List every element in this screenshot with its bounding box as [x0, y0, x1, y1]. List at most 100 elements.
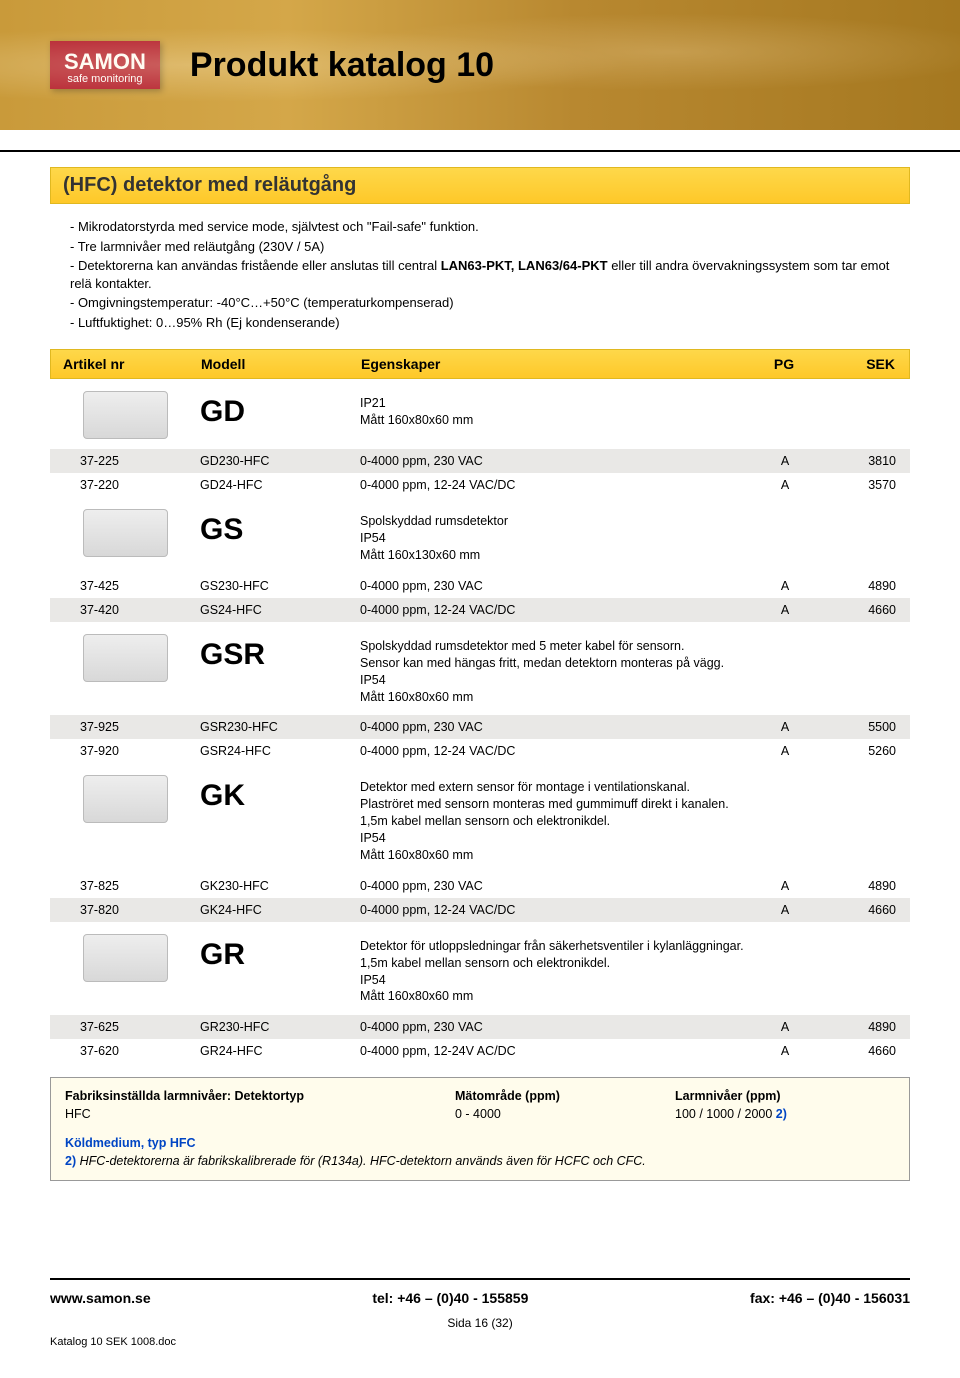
footer-page: Sida 16 (32): [50, 1316, 910, 1330]
cell-sek: 5500: [820, 720, 910, 734]
intro-line: - Omgivningstemperatur: -40°C…+50°C (tem…: [70, 294, 910, 312]
model-block: GDIP21Mått 160x80x60 mm: [50, 379, 910, 449]
cell-pg: A: [750, 478, 820, 492]
footer-fax: fax: +46 – (0)40 - 156031: [750, 1290, 910, 1306]
cell-modell: GSR230-HFC: [200, 720, 360, 734]
ft-value-type: HFC: [65, 1106, 455, 1124]
logo-main: SAMON: [64, 49, 146, 75]
cell-sek: 3810: [820, 454, 910, 468]
intro-line: - Tre larmnivåer med reläutgång (230V / …: [70, 238, 910, 256]
cell-sek: 4890: [820, 879, 910, 893]
cell-pg: A: [750, 579, 820, 593]
cell-modell: GSR24-HFC: [200, 744, 360, 758]
product-row: 37-420GS24-HFC0-4000 ppm, 12-24 VAC/DCA4…: [50, 598, 910, 622]
cell-artikel: 37-620: [50, 1044, 200, 1058]
cell-egenskaper: 0-4000 ppm, 230 VAC: [360, 579, 750, 593]
ft-header-type: Fabriksinställda larmnivåer: Detektortyp: [65, 1089, 304, 1103]
cell-artikel: 37-625: [50, 1020, 200, 1034]
logo: SAMON safe monitoring: [50, 41, 160, 89]
footer-file: Katalog 10 SEK 1008.doc: [50, 1336, 910, 1348]
ft-kold-heading: Köldmedium, typ HFC: [65, 1136, 196, 1150]
footer-divider: [50, 1278, 910, 1280]
device-image: [50, 391, 200, 439]
logo-sub: safe monitoring: [64, 73, 146, 85]
col-pg: PG: [749, 356, 819, 372]
cell-pg: A: [750, 454, 820, 468]
col-modell: Modell: [201, 356, 361, 372]
cell-pg: A: [750, 720, 820, 734]
model-description: Spolskyddad rumsdetektorIP54Mått 160x130…: [360, 509, 910, 564]
footnote-box: Fabriksinställda larmnivåer: Detektortyp…: [50, 1077, 910, 1181]
product-row: 37-920GSR24-HFC0-4000 ppm, 12-24 VAC/DCA…: [50, 739, 910, 763]
cell-pg: A: [750, 879, 820, 893]
intro-text: - Mikrodatorstyrda med service mode, sjä…: [70, 218, 910, 331]
cell-pg: A: [750, 1044, 820, 1058]
cell-pg: A: [750, 744, 820, 758]
cell-sek: 4660: [820, 903, 910, 917]
cell-pg: A: [750, 603, 820, 617]
model-code: GSR: [200, 634, 360, 672]
device-image: [50, 775, 200, 823]
cell-modell: GR230-HFC: [200, 1020, 360, 1034]
cell-egenskaper: 0-4000 ppm, 230 VAC: [360, 1020, 750, 1034]
cell-egenskaper: 0-4000 ppm, 12-24 VAC/DC: [360, 478, 750, 492]
cell-sek: 5260: [820, 744, 910, 758]
cell-artikel: 37-425: [50, 579, 200, 593]
cell-modell: GK230-HFC: [200, 879, 360, 893]
product-row: 37-620GR24-HFC0-4000 ppm, 12-24V AC/DCA4…: [50, 1039, 910, 1063]
page: SAMON safe monitoring Produkt katalog 10…: [0, 0, 960, 1378]
cell-egenskaper: 0-4000 ppm, 230 VAC: [360, 720, 750, 734]
device-image: [50, 634, 200, 682]
model-code: GR: [200, 934, 360, 972]
product-row: 37-820GK24-HFC0-4000 ppm, 12-24 VAC/DCA4…: [50, 898, 910, 922]
cell-artikel: 37-220: [50, 478, 200, 492]
table-header: Artikel nr Modell Egenskaper PG SEK: [50, 349, 910, 379]
cell-modell: GD24-HFC: [200, 478, 360, 492]
device-image: [50, 934, 200, 982]
banner-title: Produkt katalog 10: [190, 46, 494, 85]
cell-sek: 3570: [820, 478, 910, 492]
ft-header-larm: Larmnivåer (ppm): [675, 1089, 781, 1103]
cell-sek: 4660: [820, 603, 910, 617]
cell-egenskaper: 0-4000 ppm, 12-24 VAC/DC: [360, 744, 750, 758]
cell-artikel: 37-825: [50, 879, 200, 893]
cell-egenskaper: 0-4000 ppm, 12-24 VAC/DC: [360, 603, 750, 617]
divider: [0, 150, 960, 152]
ft-value-larm: 100 / 1000 / 2000 2): [675, 1106, 895, 1124]
intro-line: - Mikrodatorstyrda med service mode, sjä…: [70, 218, 910, 236]
device-image: [50, 509, 200, 557]
model-description: IP21Mått 160x80x60 mm: [360, 391, 910, 429]
cell-egenskaper: 0-4000 ppm, 230 VAC: [360, 879, 750, 893]
model-code: GS: [200, 509, 360, 547]
model-description: Detektor med extern sensor för montage i…: [360, 775, 910, 863]
cell-pg: A: [750, 903, 820, 917]
footer-tel: tel: +46 – (0)40 - 155859: [372, 1290, 528, 1306]
cell-pg: A: [750, 1020, 820, 1034]
cell-artikel: 37-820: [50, 903, 200, 917]
ft-value-range: 0 - 4000: [455, 1106, 675, 1124]
intro-line: - Detektorerna kan användas fristående e…: [70, 257, 910, 292]
product-row: 37-825GK230-HFC0-4000 ppm, 230 VACA4890: [50, 874, 910, 898]
model-block: GSSpolskyddad rumsdetektorIP54Mått 160x1…: [50, 497, 910, 574]
model-code: GK: [200, 775, 360, 813]
cell-modell: GS24-HFC: [200, 603, 360, 617]
cell-egenskaper: 0-4000 ppm, 230 VAC: [360, 454, 750, 468]
cell-sek: 4890: [820, 579, 910, 593]
cell-artikel: 37-420: [50, 603, 200, 617]
cell-modell: GR24-HFC: [200, 1044, 360, 1058]
product-row: 37-225GD230-HFC0-4000 ppm, 230 VACA3810: [50, 449, 910, 473]
product-row: 37-425GS230-HFC0-4000 ppm, 230 VACA4890: [50, 574, 910, 598]
col-artikel: Artikel nr: [51, 356, 201, 372]
cell-artikel: 37-920: [50, 744, 200, 758]
ft-header-range: Mätområde (ppm): [455, 1089, 560, 1103]
col-egenskaper: Egenskaper: [361, 356, 749, 372]
product-row: 37-925GSR230-HFC0-4000 ppm, 230 VACA5500: [50, 715, 910, 739]
col-sek: SEK: [819, 356, 909, 372]
product-row: 37-625GR230-HFC0-4000 ppm, 230 VACA4890: [50, 1015, 910, 1039]
cell-modell: GD230-HFC: [200, 454, 360, 468]
model-description: Detektor för utloppsledningar från säker…: [360, 934, 910, 1006]
sections: GDIP21Mått 160x80x60 mm37-225GD230-HFC0-…: [50, 379, 910, 1063]
intro-line: - Luftfuktighet: 0…95% Rh (Ej kondensera…: [70, 314, 910, 332]
cell-sek: 4660: [820, 1044, 910, 1058]
product-row: 37-220GD24-HFC0-4000 ppm, 12-24 VAC/DCA3…: [50, 473, 910, 497]
